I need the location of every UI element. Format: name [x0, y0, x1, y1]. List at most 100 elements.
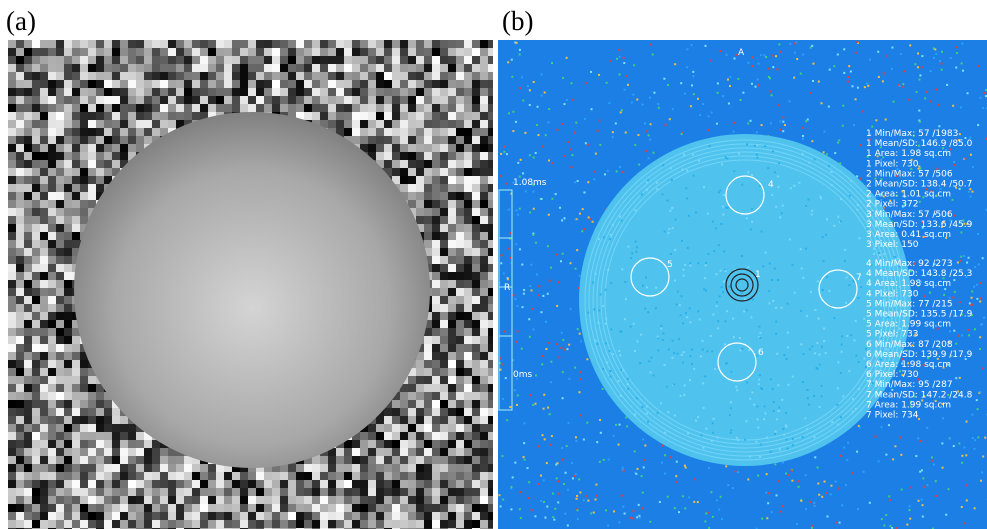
noise-pixel	[352, 64, 360, 72]
noise-pixel	[448, 304, 456, 312]
noise-pixel	[232, 104, 240, 112]
speckle	[761, 230, 763, 232]
noise-pixel	[392, 104, 400, 112]
speckle	[568, 344, 570, 346]
noise-pixel	[8, 432, 16, 440]
noise-pixel	[448, 408, 456, 416]
speckle	[830, 171, 832, 173]
speckle	[521, 264, 523, 266]
speckle	[642, 104, 644, 106]
noise-pixel	[280, 472, 288, 480]
noise-pixel	[288, 504, 296, 512]
noise-pixel	[392, 520, 400, 528]
speckle	[850, 70, 852, 72]
speckle	[693, 501, 695, 503]
speckle	[685, 312, 687, 314]
noise-pixel	[424, 96, 432, 104]
speckle	[693, 368, 695, 370]
noise-pixel	[304, 472, 312, 480]
noise-pixel	[408, 160, 416, 168]
speckle	[758, 383, 760, 385]
speckle	[974, 507, 976, 509]
noise-pixel	[8, 168, 16, 176]
noise-pixel	[288, 480, 296, 488]
noise-pixel	[464, 400, 472, 408]
speckle	[829, 69, 831, 71]
noise-pixel	[464, 208, 472, 216]
speckle	[583, 228, 585, 230]
speckle	[761, 124, 763, 126]
speckle	[710, 60, 712, 62]
noise-pixel	[120, 456, 128, 464]
speckle	[635, 473, 637, 475]
noise-pixel	[344, 464, 352, 472]
noise-pixel	[216, 48, 224, 56]
noise-pixel	[16, 352, 24, 360]
speckle	[597, 130, 599, 132]
speckle	[933, 464, 935, 466]
speckle	[960, 107, 962, 109]
speckle	[647, 421, 649, 423]
noise-pixel	[344, 496, 352, 504]
speckle	[722, 206, 724, 208]
speckle	[642, 438, 644, 440]
noise-pixel	[64, 200, 72, 208]
noise-pixel	[48, 248, 56, 256]
noise-pixel	[464, 176, 472, 184]
noise-pixel	[320, 112, 328, 120]
noise-pixel	[344, 480, 352, 488]
noise-pixel	[384, 48, 392, 56]
speckle	[684, 264, 686, 266]
noise-pixel	[408, 384, 416, 392]
speckle	[934, 48, 936, 50]
noise-pixel	[128, 504, 136, 512]
speckle	[838, 139, 840, 141]
noise-pixel	[104, 64, 112, 72]
speckle	[923, 486, 925, 488]
speckle	[700, 434, 702, 436]
speckle	[554, 508, 556, 510]
noise-pixel	[8, 360, 16, 368]
noise-pixel	[8, 272, 16, 280]
noise-pixel	[32, 368, 40, 376]
speckle	[792, 438, 794, 440]
panel-b-image: 451761.08ms0msRA1 Min/Max: 57 /19831 Mea…	[498, 40, 987, 529]
noise-pixel	[168, 504, 176, 512]
noise-pixel	[456, 352, 464, 360]
noise-pixel	[304, 488, 312, 496]
noise-pixel	[88, 160, 96, 168]
noise-pixel	[80, 56, 88, 64]
noise-pixel	[480, 424, 488, 432]
roi-stat: 6 Mean/SD: 139.9 /17.9	[866, 350, 973, 360]
noise-pixel	[400, 472, 408, 480]
noise-pixel	[8, 176, 16, 184]
noise-pixel	[56, 208, 64, 216]
noise-pixel	[472, 504, 480, 512]
speckle	[976, 399, 978, 401]
speckle	[968, 257, 970, 259]
noise-pixel	[184, 104, 192, 112]
noise-pixel	[56, 256, 64, 264]
noise-pixel	[128, 496, 136, 504]
noise-pixel	[48, 80, 56, 88]
noise-pixel	[368, 80, 376, 88]
speckle	[693, 175, 695, 177]
noise-pixel	[360, 464, 368, 472]
speckle	[571, 154, 573, 156]
noise-pixel	[488, 272, 496, 280]
noise-pixel	[472, 520, 480, 528]
speckle	[821, 395, 823, 397]
roi-stat: 5 Mean/SD: 135.5 /17.9	[866, 310, 973, 320]
noise-pixel	[384, 424, 392, 432]
speckle	[695, 212, 697, 214]
speckle	[697, 416, 699, 418]
speckle	[780, 307, 782, 309]
noise-pixel	[8, 496, 16, 504]
noise-pixel	[456, 232, 464, 240]
speckle	[966, 262, 968, 264]
noise-pixel	[336, 48, 344, 56]
noise-pixel	[336, 72, 344, 80]
noise-pixel	[488, 512, 496, 520]
noise-pixel	[200, 472, 208, 480]
speckle	[623, 62, 625, 64]
